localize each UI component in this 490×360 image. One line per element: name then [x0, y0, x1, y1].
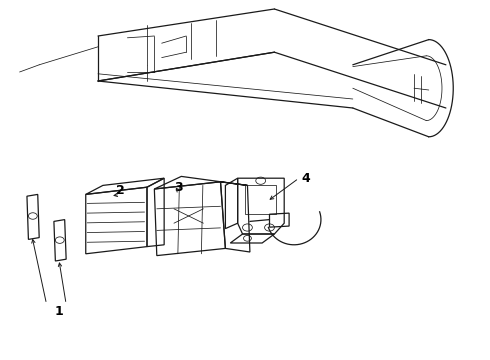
Text: 2: 2 [116, 184, 124, 197]
Text: 3: 3 [174, 181, 183, 194]
Text: 1: 1 [54, 305, 63, 318]
Text: 4: 4 [302, 172, 311, 185]
